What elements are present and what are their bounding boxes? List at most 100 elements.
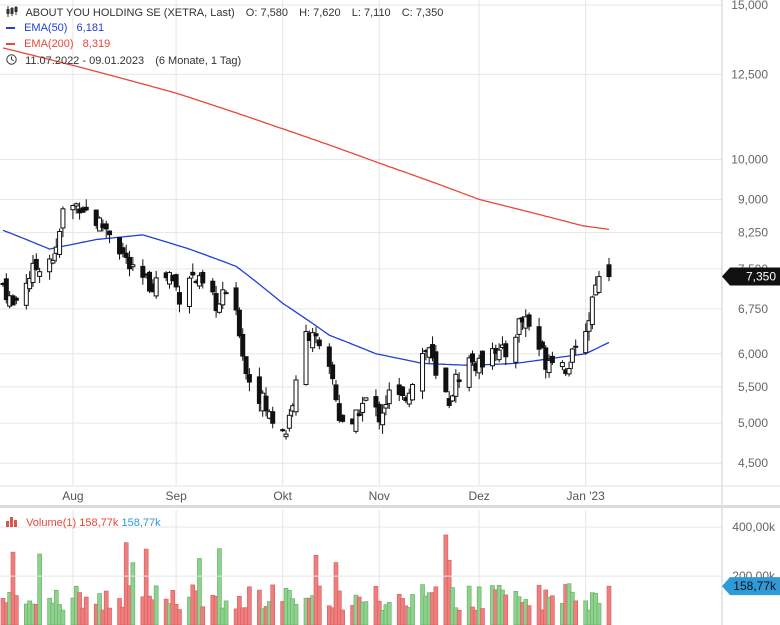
time-tick-label: Nov (369, 489, 390, 503)
candle-body (70, 205, 76, 211)
candle-body (516, 318, 522, 335)
ema50-legend[interactable]: EMA(50) 6,181 (6, 22, 104, 34)
ema200-label: EMA(200) (24, 38, 74, 50)
candle-body (430, 344, 436, 359)
candle-body (546, 359, 552, 374)
candle-body (326, 346, 332, 367)
candle-body (446, 398, 452, 406)
candle-body (60, 208, 66, 229)
volume-label: Volume(1) (26, 517, 77, 529)
price-tick-label: 10,000 (731, 152, 768, 166)
price-axis: 15,00012,50010,0009,0008,2507,5006,7506,… (731, 0, 768, 470)
candle-body (336, 403, 342, 421)
time-tick-label: Aug (62, 489, 83, 503)
time-axis: Aug Sep Okt Nov Dez Jan '23 (62, 489, 605, 503)
volume-bar (153, 585, 159, 625)
price-tick-label: 5,000 (738, 416, 768, 430)
candle-body (356, 413, 362, 417)
last-volume-marker (722, 577, 780, 596)
volume-bar (573, 600, 579, 625)
pane-divider (0, 505, 780, 508)
candle-body (549, 355, 555, 363)
candle-body (559, 362, 565, 368)
candle-body (596, 276, 602, 293)
volume-bar (386, 602, 392, 625)
time-tick-label: Dez (468, 489, 489, 503)
ema200-value: 8,319 (82, 38, 111, 50)
candle-body (589, 296, 595, 326)
ema200-path (2, 47, 610, 231)
volume-bar (336, 590, 342, 625)
candle-body (246, 374, 252, 383)
candle-body (127, 256, 133, 270)
volume-legend[interactable]: Volume(1) 158,77k 158,77k (6, 517, 161, 529)
ema200-legend[interactable]: EMA(200) 8,319 (6, 38, 110, 50)
price-tick-label: 9,000 (738, 192, 768, 206)
candle-body (216, 303, 222, 313)
candle-body (360, 402, 366, 413)
price-tick-label: 12,500 (731, 67, 768, 81)
candle-body (33, 258, 39, 270)
candle-body (223, 292, 229, 295)
candle-body (200, 271, 206, 284)
ohlc-low: L: 7,110 (351, 7, 391, 19)
candlestick-series (0, 199, 612, 440)
candle-body (286, 414, 292, 429)
candle-body (453, 373, 459, 397)
volume-bar (317, 585, 322, 625)
time-tick-label: Jan '23 (567, 489, 606, 503)
candle-body (469, 353, 475, 363)
candle-body (410, 384, 416, 401)
candle-body (573, 345, 579, 348)
ema50-swatch (6, 27, 15, 30)
volume-bar (177, 609, 182, 625)
candle-body (283, 433, 289, 438)
candle-body (310, 332, 316, 349)
candle-body (117, 237, 123, 255)
volume-bar (526, 605, 532, 625)
candle-body (213, 293, 219, 312)
volume-bar (433, 586, 439, 625)
price-tick-label: 5,500 (738, 380, 768, 394)
candle-body (190, 271, 196, 276)
date-range: 11.07.2022 - 09.01.2023 (6 Monate, 1 Tag… (6, 54, 241, 67)
candle-body (233, 287, 239, 311)
candle-body (383, 404, 389, 409)
last-price-label: 7,350 (746, 270, 776, 284)
candle-body (153, 277, 159, 297)
candle-body (450, 395, 456, 402)
candle-body (270, 411, 276, 424)
candle-body (240, 333, 246, 357)
candle-body (236, 309, 242, 337)
ema200-line (2, 47, 610, 231)
candle-body (330, 364, 336, 380)
volume-bar (450, 587, 455, 625)
candle-body (120, 247, 126, 254)
price-tick-label: 4,500 (738, 456, 768, 470)
candle-body (566, 368, 572, 375)
volume-bar (123, 542, 129, 625)
candle-body (280, 429, 286, 432)
candle-body (103, 223, 109, 230)
volume-bar (363, 601, 369, 625)
ema50-path (2, 229, 610, 367)
candle-body (220, 289, 226, 306)
candle-body (543, 347, 549, 370)
volume-bar (197, 558, 202, 625)
price-tick-label: 15,000 (731, 0, 768, 12)
price-tick-label: 6,750 (738, 302, 768, 316)
candle-body (363, 397, 369, 401)
candle-body (526, 314, 532, 327)
volume-bar (223, 600, 229, 625)
price-tick-label: 8,250 (738, 226, 768, 240)
candle-body (210, 280, 216, 293)
ema50-label: EMA(50) (24, 22, 68, 34)
volume-bar (550, 595, 555, 625)
candle-body (107, 230, 113, 236)
volume-value-blue: 158,77k (121, 517, 161, 529)
candle-body (130, 264, 136, 268)
candle-body (420, 353, 426, 392)
